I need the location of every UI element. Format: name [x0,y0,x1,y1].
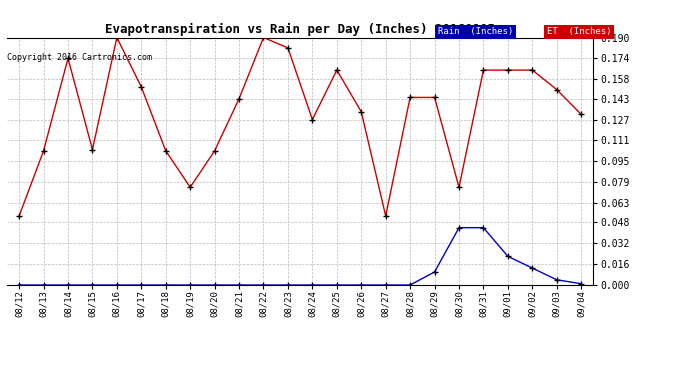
Text: Rain  (Inches): Rain (Inches) [438,27,513,36]
Text: ET  (Inches): ET (Inches) [547,27,611,36]
Text: Copyright 2016 Cartronics.com: Copyright 2016 Cartronics.com [7,53,152,62]
Title: Evapotranspiration vs Rain per Day (Inches) 20160905: Evapotranspiration vs Rain per Day (Inch… [105,23,495,36]
